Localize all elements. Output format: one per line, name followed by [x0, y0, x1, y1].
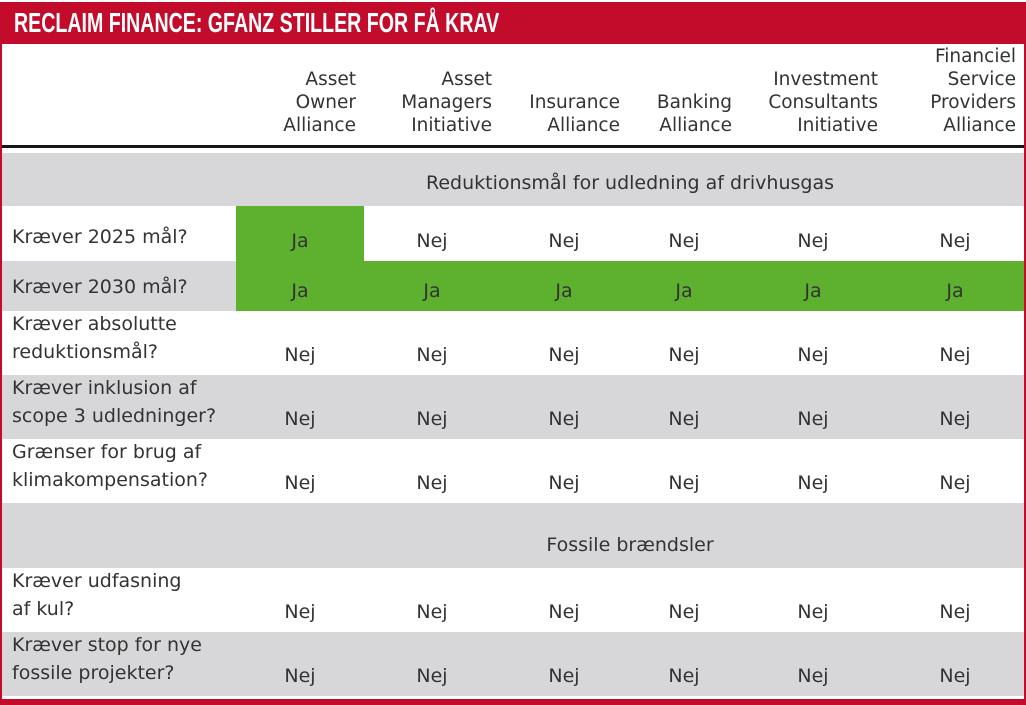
column-header: Asset Managers Initiative — [364, 44, 500, 148]
row-label: Kræver absolutte reduktionsmål? — [12, 313, 177, 363]
rating-cell: Nej — [628, 632, 740, 697]
rating-cell: Nej — [797, 230, 829, 252]
rating-cell: Nej — [886, 632, 1024, 697]
rating-cell: Nej — [668, 230, 700, 252]
title-bar: RECLAIM FINANCE: GFANZ STILLER FOR FÅ KR… — [0, 2, 1026, 44]
rating-cell: Nej — [740, 632, 886, 697]
column-header: Investment Consultants Initiative — [740, 44, 886, 148]
row-label: Kræver udfasning af kul? — [12, 570, 182, 620]
header-gap — [2, 146, 1024, 153]
rating-cell: Ja — [364, 261, 500, 311]
row-label: Grænser for brug af klimakompensation? — [12, 441, 208, 491]
row-label: Kræver 2030 mål? — [2, 261, 236, 311]
section-band-spacer — [2, 153, 236, 206]
rating-cell: Nej — [797, 472, 829, 495]
rating-cell: Nej — [416, 472, 448, 495]
rating-cell: Nej — [364, 632, 500, 697]
ratings-table: Asset Owner Alliance Asset Managers Initi… — [2, 44, 1024, 697]
rating-cell: Nej — [548, 230, 580, 252]
column-header: Insurance Alliance — [500, 44, 628, 148]
section-band: Reduktionsmål for udledning af drivhusga… — [2, 153, 1024, 206]
rating-cell: Nej — [416, 601, 448, 624]
section-title: Fossile brændsler — [236, 503, 1024, 569]
rating-cell: Ja — [886, 261, 1024, 311]
table-row: Kræver 2025 mål? Ja Nej Nej Nej Nej Nej — [2, 206, 1024, 261]
column-header: Financiel Service Providers Alliance — [886, 44, 1024, 148]
table-row: Kræver udfasning af kul? Nej Nej Nej Nej Nej N… — [2, 568, 1024, 632]
rating-cell: Ja — [740, 261, 886, 311]
rating-cell: Ja — [628, 261, 740, 311]
column-header-row: Asset Owner Alliance Asset Managers Initi… — [2, 44, 1024, 148]
rating-cell: Nej — [939, 601, 971, 624]
right-red-border — [1024, 2, 1026, 705]
column-header: Banking Alliance — [628, 44, 740, 148]
rating-cell: Nej — [284, 601, 316, 624]
column-header-spacer — [2, 44, 236, 148]
rating-cell: Nej — [628, 375, 740, 440]
rating-cell: Nej — [668, 472, 700, 495]
section-band-spacer — [2, 503, 236, 569]
rating-cell: Nej — [886, 375, 1024, 440]
table-body: Reduktionsmål for udledning af drivhusga… — [2, 146, 1024, 697]
column-header: Asset Owner Alliance — [236, 44, 364, 148]
table-row: Grænser for brug af klimakompensation? Ne… — [2, 439, 1024, 503]
row-label: Kræver 2025 mål? — [12, 226, 188, 249]
section-band: Fossile brændsler — [2, 503, 1024, 569]
page-title: RECLAIM FINANCE: GFANZ STILLER FOR FÅ KR… — [14, 7, 500, 38]
rating-cell: Nej — [939, 472, 971, 495]
rating-cell: Nej — [668, 601, 700, 624]
header-gap-cell — [2, 146, 1024, 153]
left-red-border — [0, 2, 2, 705]
table-row: Kræver 2030 mål? Ja Ja Ja Ja Ja Ja — [2, 261, 1024, 311]
rating-cell: Nej — [364, 375, 500, 440]
rating-cell: Nej — [500, 375, 628, 440]
rating-cell: Ja — [236, 206, 364, 261]
rating-cell: Nej — [740, 375, 886, 440]
rating-cell: Nej — [797, 601, 829, 624]
table-row: Kræver stop for nye fossile projekter? Ne… — [2, 632, 1024, 697]
table-row: Kræver absolutte reduktionsmål? Nej Nej Nej… — [2, 311, 1024, 375]
rating-cell: Ja — [500, 261, 628, 311]
table-area: Asset Owner Alliance Asset Managers Initi… — [2, 44, 1024, 705]
table-row: Kræver inklusion af scope 3 udledninger?… — [2, 375, 1024, 440]
rating-cell: Nej — [548, 472, 580, 495]
bottom-red-bar — [0, 699, 1026, 705]
rating-cell: Nej — [668, 344, 700, 367]
row-label: Kræver inklusion af scope 3 udledninger? — [2, 375, 236, 440]
rating-cell: Nej — [284, 472, 316, 495]
row-label: Kræver stop for nye fossile projekter? — [2, 632, 236, 697]
rating-cell: Nej — [416, 344, 448, 367]
rating-cell: Nej — [939, 344, 971, 367]
rating-cell: Nej — [236, 632, 364, 697]
rating-cell: Nej — [416, 230, 448, 252]
rating-cell: Nej — [284, 344, 316, 367]
rating-cell: Nej — [548, 601, 580, 624]
rating-cell: Ja — [236, 261, 364, 311]
rating-cell: Nej — [797, 344, 829, 367]
rating-cell: Nej — [236, 375, 364, 440]
rating-cell: Nej — [548, 344, 580, 367]
section-title: Reduktionsmål for udledning af drivhusga… — [236, 153, 1024, 206]
rating-cell: Nej — [500, 632, 628, 697]
rating-cell: Nej — [939, 230, 971, 252]
